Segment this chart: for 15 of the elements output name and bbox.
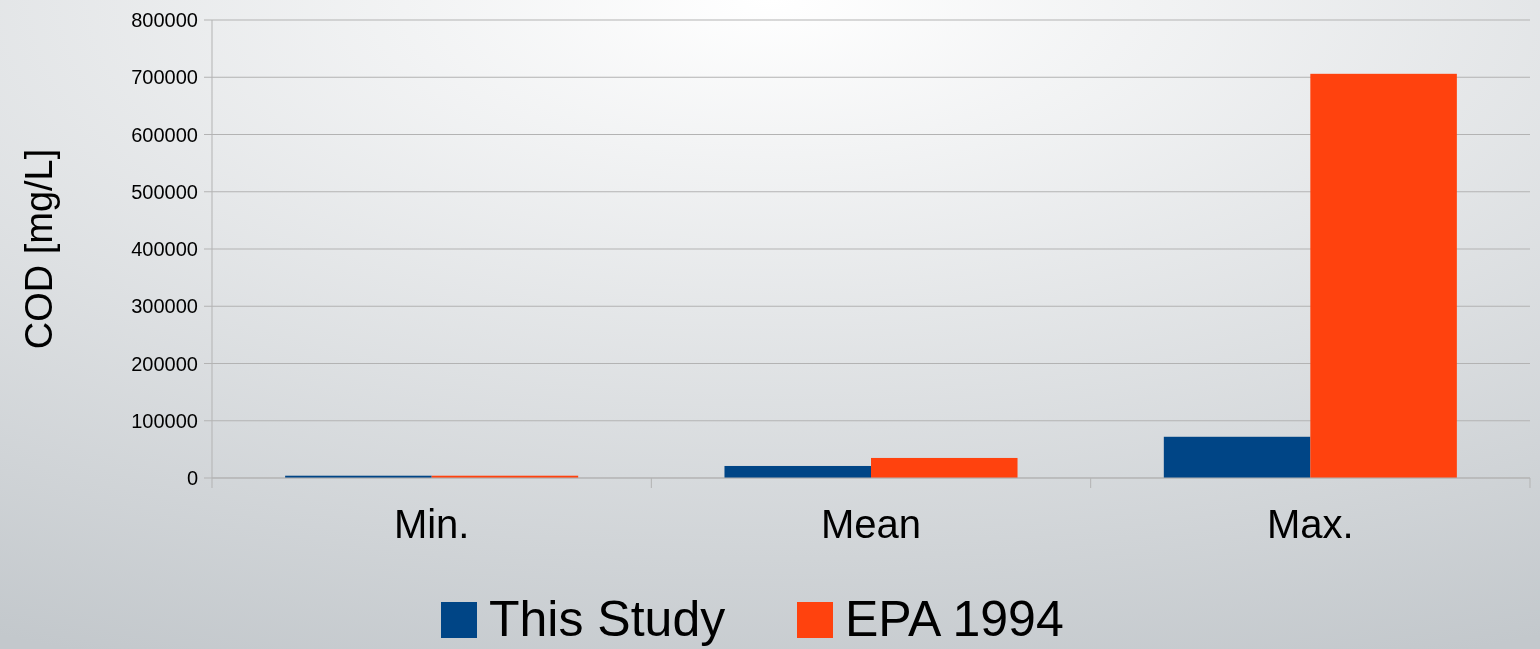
y-tick-label: 400000 (131, 238, 198, 260)
y-tick-label: 800000 (131, 9, 198, 31)
legend-label: This Study (489, 591, 726, 647)
x-tick-label: Mean (820, 502, 922, 546)
y-tick-label: 200000 (131, 352, 198, 375)
y-tick-label: 100000 (131, 409, 198, 432)
y-tick-label: 300000 (131, 295, 198, 318)
x-tick-label: Min. (393, 502, 470, 546)
y-tick-label: 700000 (131, 66, 198, 89)
y-tick-label: 600000 (131, 123, 198, 146)
y-axis-title: COD [mg/L] (18, 148, 60, 350)
y-tick-label: 0 (186, 467, 198, 489)
legend-label: EPA 1994 (845, 591, 1064, 647)
x-tick-label: Max. (1266, 502, 1354, 546)
y-tick-label: 500000 (131, 180, 198, 203)
